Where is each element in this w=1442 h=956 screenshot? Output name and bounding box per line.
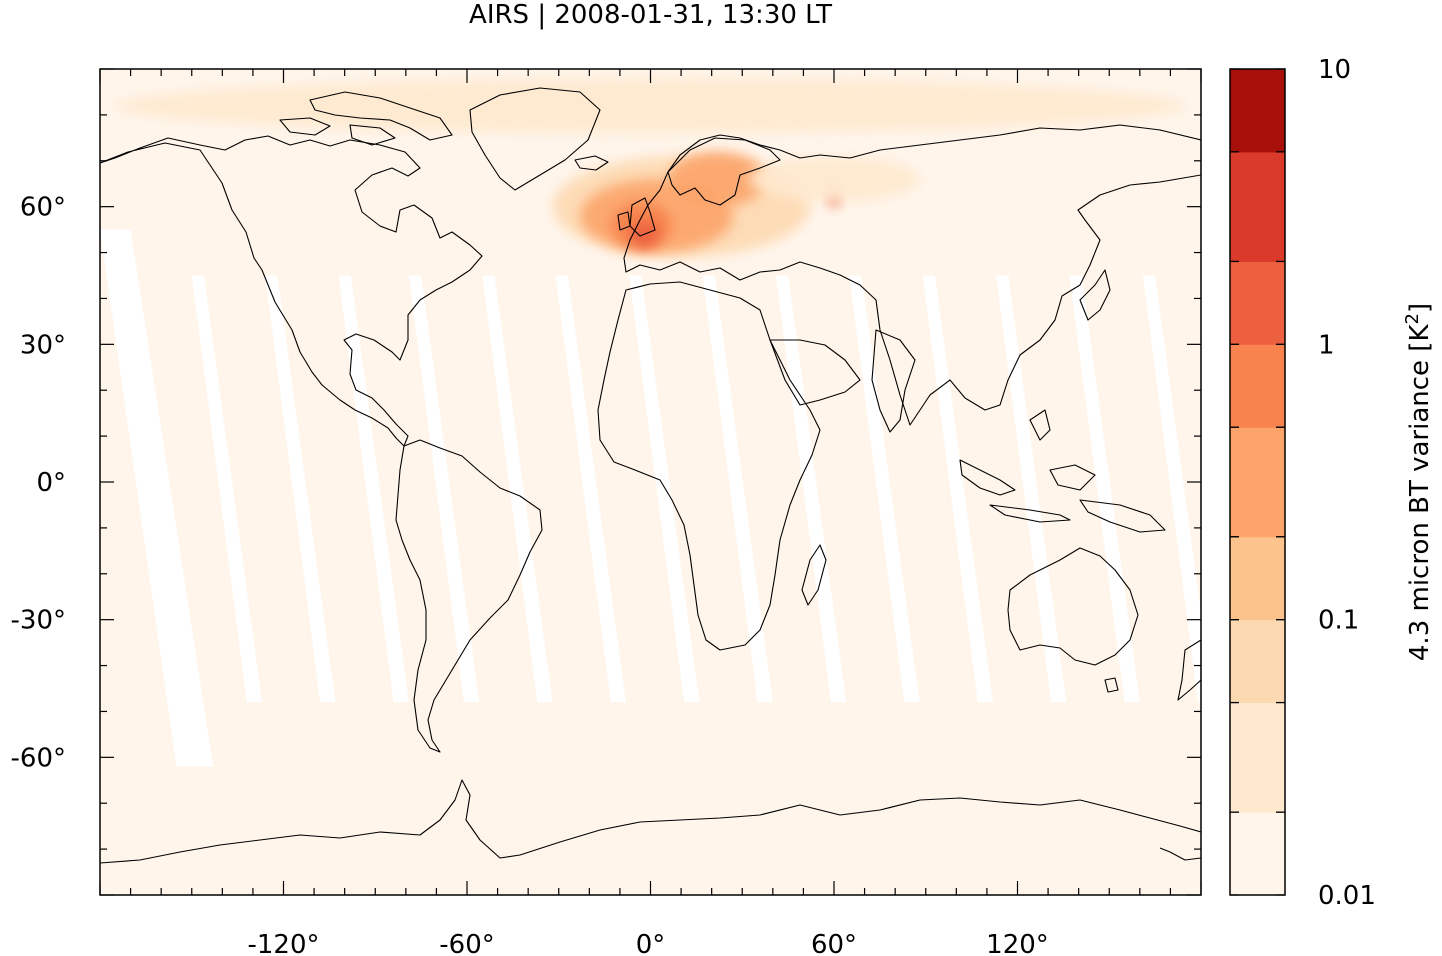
swath-gap-0 [100,229,214,767]
chart-title: AIRS | 2008-01-31, 13:30 LT [469,0,832,30]
colorbar-level-5 [1230,344,1285,428]
swath-gap-9 [775,275,847,703]
coastline-north-america [100,135,483,447]
swath-gap-2 [265,275,336,703]
swath-gap-11 [922,275,994,703]
colorbar-level-8 [1230,69,1285,153]
colorbar-label-sup: 2 [1402,313,1423,324]
swath-gap-4 [408,275,480,703]
swath-gap-10 [849,275,920,703]
coastline-antarctica [100,779,1201,864]
swath-gap-8 [702,275,773,703]
coastlines [100,87,1201,864]
colorbar-frame [1229,68,1286,896]
variance-blob-russia-band [748,156,920,203]
variance-field [115,78,1186,258]
coastline-new-zealand [1177,639,1201,701]
colorbar-level-6 [1230,261,1285,345]
swath-gap-1 [191,275,263,703]
colorbar-level-2 [1230,619,1285,704]
x-tick-label: -120° [247,930,319,956]
x-tick-label: 0° [636,930,666,956]
swath-gap-7 [629,275,700,703]
swath-gap-14 [1142,275,1201,703]
coastline-arctic-islands [309,91,453,141]
colorbar-tick-label: 10 [1318,55,1351,85]
colorbar-tick-marks [1230,68,1285,896]
colorbar-tick-label: 0.1 [1318,606,1359,636]
colorbar: 10 1 0.1 0.01 4.3 micron BT variance [K2] [1229,55,1435,911]
coastline-arabia [769,339,861,406]
y-tick-label: -30° [11,606,66,636]
colorbar-levels [1230,69,1285,896]
coastline-africa [597,281,821,651]
colorbar-label-main: 4.3 micron BT variance [K [1405,324,1435,662]
colorbar-tick-label: 1 [1318,330,1335,360]
x-tick-label: 120° [986,930,1049,956]
y-tick-label: 0° [36,468,66,498]
coastline-australia [1007,547,1139,666]
swath-gap-3 [338,275,409,703]
colorbar-level-3 [1230,536,1285,621]
variance-blob-scandinavia [668,151,767,207]
y-tick-label: 30° [20,330,66,360]
colorbar-label: 4.3 micron BT variance [K2] [1402,303,1435,661]
swath-gap-13 [1069,275,1140,703]
coastline-scandinavia [667,137,781,206]
y-tick-label: 60° [20,193,66,223]
map-tick-marks [99,68,1202,896]
colorbar-tick-label: 0.01 [1318,881,1376,911]
coastline-iceland [574,155,609,171]
colorbar-tick-labels: 10 1 0.1 0.01 [1318,55,1376,911]
x-tick-labels: -120° -60° 0° 60° 120° [247,930,1048,956]
coastline-india [871,329,916,433]
coastline-madagascar [801,544,827,606]
y-tick-labels: 60° 30° 0° -30° -60° [11,193,66,774]
colorbar-level-7 [1230,151,1285,262]
swath-gap-5 [482,275,553,703]
coastline-greenland [469,87,601,191]
coastline-indonesia [959,459,1016,496]
swath-gap-6 [555,275,627,703]
colorbar-level-0 [1230,812,1285,896]
x-tick-label: -60° [439,930,494,956]
colorbar-level-4 [1230,427,1285,538]
coastline-eurasia [623,124,1201,426]
y-tick-label: -60° [11,743,66,773]
colorbar-label-end: ] [1405,303,1435,313]
swath-gap-12 [996,275,1067,703]
colorbar-level-1 [1230,702,1285,813]
coastline-south-america [395,439,543,753]
swath-gaps [100,229,1201,767]
map-panel: -120° -60° 0° 60° 120° 60° 30° 0° -30° -60° [11,68,1202,956]
coastline-japan [1079,269,1111,321]
x-tick-label: 60° [811,930,857,956]
variance-blob-arctic-band [115,78,1186,134]
